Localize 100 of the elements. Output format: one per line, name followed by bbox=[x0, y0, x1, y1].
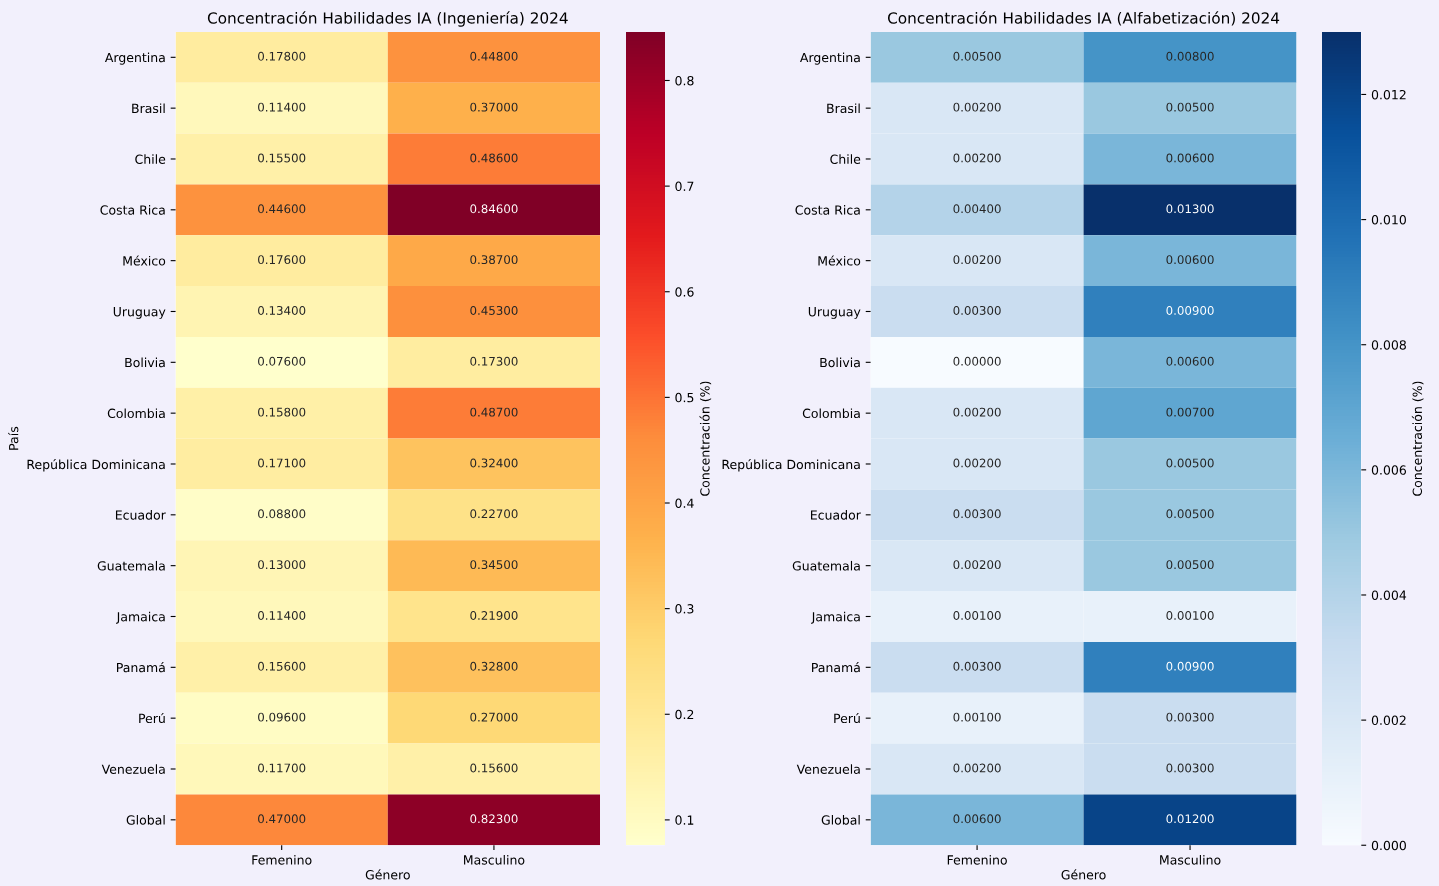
y-tick-label: República Dominicana bbox=[722, 458, 860, 472]
data-label: 0.15800 bbox=[258, 407, 306, 417]
data-label: 0.00200 bbox=[953, 763, 1001, 773]
chart-title: Concentración Habilidades IA (Alfabetización) 2024 bbox=[887, 11, 1280, 26]
x-tick-label: Femenino bbox=[947, 854, 1007, 865]
data-label: 0.17100 bbox=[258, 458, 306, 468]
data-label: 0.15600 bbox=[258, 661, 306, 671]
color-bar-label: 0.002 bbox=[1371, 715, 1406, 726]
data-label: 0.47000 bbox=[258, 814, 306, 824]
x-tick-label: Masculino bbox=[1160, 854, 1221, 865]
color-bar-label: 0.2 bbox=[675, 709, 694, 720]
y-tick-label: Costa Rica bbox=[795, 205, 860, 215]
x-axis-title: Género bbox=[365, 869, 410, 880]
y-tick-label: Colombia bbox=[107, 408, 165, 419]
y-tick-label: Costa Rica bbox=[100, 205, 165, 215]
data-label: 0.00300 bbox=[1166, 712, 1214, 722]
data-label: 0.00200 bbox=[953, 458, 1001, 468]
data-label: 0.00000 bbox=[953, 356, 1001, 366]
x-tick-label: Femenino bbox=[252, 854, 312, 865]
data-label: 0.00200 bbox=[953, 407, 1001, 417]
data-label: 0.00500 bbox=[1166, 509, 1214, 519]
data-label: 0.00300 bbox=[953, 661, 1001, 671]
y-tick-label: Venezuela bbox=[101, 764, 165, 774]
color-bar-label: 0.7 bbox=[675, 181, 694, 192]
color-bar-label: 0.4 bbox=[675, 498, 694, 508]
y-tick-label: Argentina bbox=[104, 52, 165, 65]
data-label: 0.00600 bbox=[1166, 255, 1214, 265]
y-tick-label: Chile bbox=[135, 154, 166, 164]
data-label: 0.11400 bbox=[258, 610, 306, 620]
data-label: 0.01300 bbox=[1166, 204, 1214, 214]
data-label: 0.00900 bbox=[1166, 661, 1214, 671]
data-label: 0.22700 bbox=[470, 509, 518, 519]
data-label: 0.01200 bbox=[1166, 814, 1214, 824]
y-tick-label: México bbox=[818, 255, 861, 266]
data-label: 0.00500 bbox=[953, 51, 1001, 61]
y-tick-label: Perú bbox=[139, 712, 165, 724]
y-tick-label: Brasil bbox=[827, 103, 860, 114]
data-label: 0.00300 bbox=[1166, 763, 1214, 773]
data-label: 0.00200 bbox=[953, 102, 1001, 112]
data-label: 0.13000 bbox=[258, 560, 306, 570]
data-label: 0.82300 bbox=[470, 814, 518, 824]
y-tick-label: Argentina bbox=[800, 52, 860, 65]
data-label: 0.44600 bbox=[258, 204, 306, 214]
data-label: 0.09600 bbox=[258, 712, 306, 722]
color-bar-label: 0.010 bbox=[1371, 215, 1406, 225]
y-tick-label: República Dominicana bbox=[27, 458, 165, 472]
color-bar-label: 0.1 bbox=[675, 815, 694, 825]
y-tick-label: Bolivia bbox=[820, 357, 860, 368]
color-bar-label: 0.6 bbox=[675, 287, 694, 297]
y-tick-label: Panamá bbox=[812, 662, 860, 673]
y-tick-label: Brasil bbox=[132, 103, 165, 114]
y-tick-label: Global bbox=[821, 815, 860, 825]
data-label: 0.27000 bbox=[470, 712, 518, 722]
data-label: 0.00200 bbox=[953, 153, 1001, 163]
y-tick-label: Jamaica bbox=[116, 611, 165, 624]
data-label: 0.17600 bbox=[258, 255, 306, 265]
y-tick-label: Colombia bbox=[802, 408, 860, 419]
data-label: 0.17300 bbox=[470, 356, 518, 366]
y-tick-label: Ecuador bbox=[811, 510, 861, 520]
color-bar-label: 0.5 bbox=[675, 392, 694, 403]
data-label: 0.48700 bbox=[470, 407, 518, 417]
y-tick-label: Ecuador bbox=[115, 510, 166, 520]
data-label: 0.38700 bbox=[470, 255, 518, 265]
data-label: 0.00100 bbox=[953, 712, 1001, 722]
data-label: 0.00400 bbox=[953, 204, 1001, 214]
data-label: 0.48600 bbox=[470, 153, 518, 163]
y-tick-label: Panamá bbox=[117, 662, 165, 673]
data-label: 0.00900 bbox=[1166, 305, 1214, 315]
y-tick-label: Jamaica bbox=[811, 611, 860, 624]
color-bar-label: 0.000 bbox=[1371, 840, 1406, 851]
data-label: 0.37000 bbox=[470, 102, 518, 112]
data-label: 0.84600 bbox=[470, 204, 518, 214]
data-label: 0.21900 bbox=[470, 610, 518, 620]
data-label: 0.32400 bbox=[470, 458, 518, 468]
data-label: 0.17800 bbox=[258, 51, 306, 61]
x-tick-label: Masculino bbox=[464, 854, 525, 865]
y-tick-label: Uruguay bbox=[113, 307, 166, 319]
y-tick-label: México bbox=[123, 255, 166, 266]
y-tick-label: Guatemala bbox=[97, 560, 165, 571]
data-label: 0.00600 bbox=[1166, 153, 1214, 163]
data-label: 0.00300 bbox=[953, 305, 1001, 315]
color-bar-title: Concentración (%) bbox=[699, 381, 712, 496]
data-label: 0.00500 bbox=[1166, 458, 1214, 468]
color-bar-label: 0.006 bbox=[1371, 465, 1407, 475]
data-label: 0.11700 bbox=[258, 763, 306, 773]
chart-title: Concentración Habilidades IA (Ingeniería) 2024 bbox=[207, 11, 568, 27]
data-label: 0.15600 bbox=[470, 763, 518, 773]
data-label: 0.07600 bbox=[258, 356, 306, 366]
y-tick-label: Bolivia bbox=[125, 357, 165, 368]
data-label: 0.00200 bbox=[953, 255, 1001, 265]
y-axis-title: País bbox=[8, 426, 19, 450]
color-bar-label: 0.004 bbox=[1371, 590, 1407, 600]
color-bar-label: 0.8 bbox=[675, 75, 694, 86]
y-tick-label: Uruguay bbox=[808, 307, 861, 319]
color-bar-label: 0.012 bbox=[1371, 89, 1406, 100]
data-label: 0.00700 bbox=[1166, 407, 1214, 417]
data-label: 0.11400 bbox=[258, 102, 306, 112]
data-label: 0.34500 bbox=[470, 560, 518, 570]
data-label: 0.15500 bbox=[258, 153, 306, 163]
data-label: 0.44800 bbox=[470, 51, 518, 61]
